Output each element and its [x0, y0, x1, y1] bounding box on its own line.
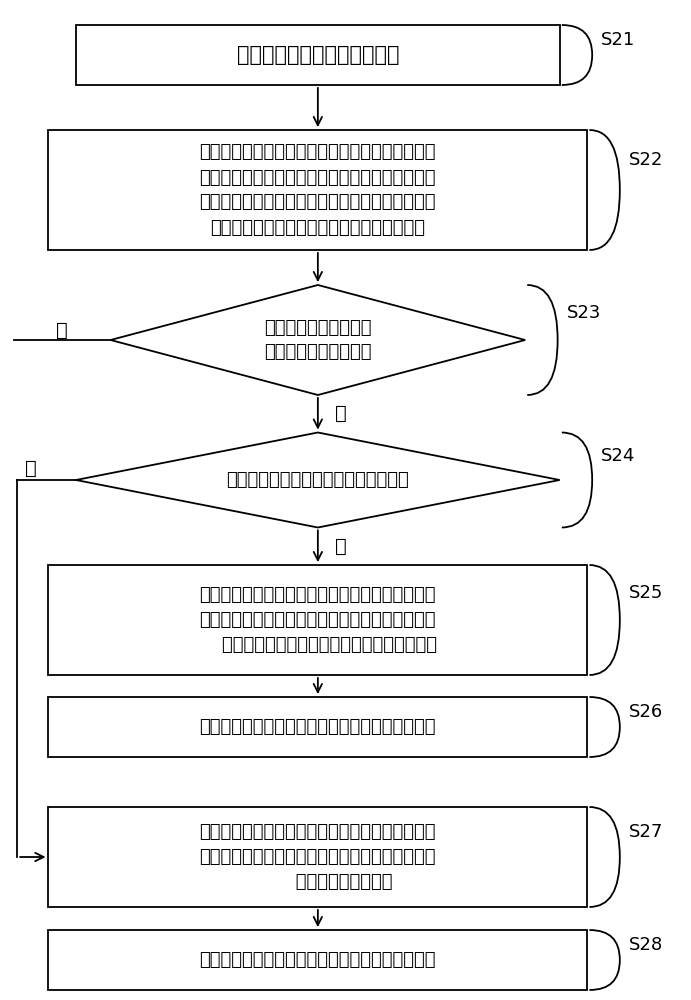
Text: 第一终端与第二终端同步第一终端的第一同步数据: 第一终端与第二终端同步第一终端的第一同步数据 [200, 718, 436, 736]
Bar [76, 25, 560, 85]
Bar [48, 930, 587, 990]
Text: 否: 否 [56, 320, 68, 340]
Text: S27: S27 [629, 823, 663, 841]
Text: 根据第一终端的第二属性信息和第二终端的第二属
性信息，获取第一终端的第二同步数据，第二同步
         数据仅包括通用数据: 根据第一终端的第二属性信息和第二终端的第二属 性信息，获取第一终端的第二同步数据… [200, 823, 436, 891]
Text: S26: S26 [629, 703, 663, 721]
Text: S25: S25 [629, 584, 663, 601]
Text: 获取第一终端和第二终端至少一个的属性信息，属
性信息包括第一属性信息和第二属性信息，第一属
性信息包括账户信息和状态信息的至少一个，第二
属性信息包括能力信息和: 获取第一终端和第二终端至少一个的属性信息，属 性信息包括第一属性信息和第二属性信… [200, 143, 436, 236]
Bar [48, 565, 587, 675]
Text: 否: 否 [25, 458, 37, 478]
Bar [48, 697, 587, 757]
Text: 第一终端和第二终端的
第二属性信息是否匹配: 第一终端和第二终端的 第二属性信息是否匹配 [264, 318, 372, 361]
Text: S23: S23 [567, 304, 601, 322]
Text: 第一终端与第二终端同步第一终端的第二同步数据: 第一终端与第二终端同步第一终端的第二同步数据 [200, 951, 436, 969]
Polygon shape [76, 432, 560, 527]
Bar [48, 130, 587, 250]
Text: 是: 是 [335, 404, 347, 423]
Polygon shape [111, 285, 525, 395]
Bar [48, 807, 587, 907]
Text: 是: 是 [335, 537, 347, 556]
Text: S22: S22 [629, 151, 663, 169]
Text: S24: S24 [601, 447, 636, 465]
Text: 第一终端与第二终端是否属于同一账户: 第一终端与第二终端是否属于同一账户 [227, 471, 409, 489]
Text: S28: S28 [629, 936, 663, 954]
Text: S21: S21 [601, 31, 636, 49]
Text: 根据第一终端的第二属性信息和第二终端的第二属
性信息，获取第一终端的第一同步数据，所述第一
    同步数据为通用数据和个性化数据的至少一个: 根据第一终端的第二属性信息和第二终端的第二属 性信息，获取第一终端的第一同步数据… [199, 586, 437, 654]
Text: 第一终端与第二终端建立连接: 第一终端与第二终端建立连接 [236, 45, 399, 65]
